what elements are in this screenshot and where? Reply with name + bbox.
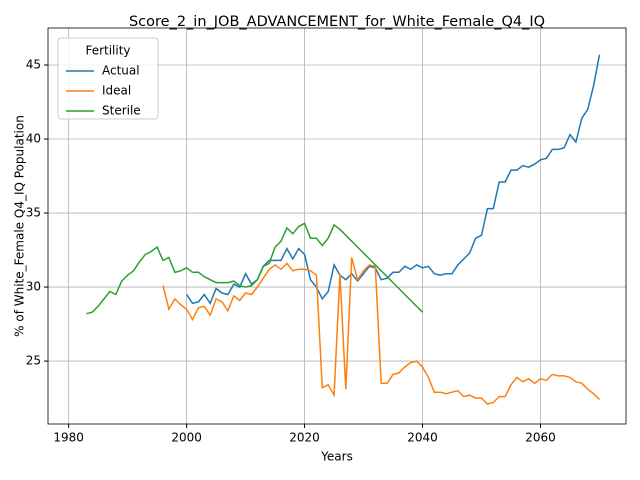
line-series: [185, 54, 601, 305]
y-tick-label: 30: [26, 280, 41, 294]
x-tick-label: 2040: [407, 431, 438, 445]
legend-box: [57, 37, 159, 120]
line-series: [86, 222, 424, 315]
line-series: [162, 257, 601, 405]
x-axis-label: Years: [320, 450, 353, 464]
y-tick-label: 40: [26, 132, 41, 146]
legend-label: Sterile: [102, 104, 141, 118]
y-tick-label: 35: [26, 206, 41, 220]
y-tick-label: 45: [26, 58, 41, 72]
x-tick-label: 1980: [53, 431, 84, 445]
chart-title: Score_2_in_JOB_ADVANCEMENT_for_White_Fem…: [129, 14, 545, 30]
legend-title: Fertility: [85, 44, 130, 58]
x-tick-label: 2020: [289, 431, 320, 445]
y-axis-label: % of White_Female Q4_IQ Population: [13, 115, 27, 337]
y-tick-label: 25: [26, 354, 41, 368]
x-tick-label: 2060: [525, 431, 556, 445]
legend-label: Ideal: [102, 84, 131, 98]
x-tick-label: 2000: [171, 431, 202, 445]
plot-frame: [47, 27, 627, 425]
legend-label: Actual: [102, 64, 140, 78]
